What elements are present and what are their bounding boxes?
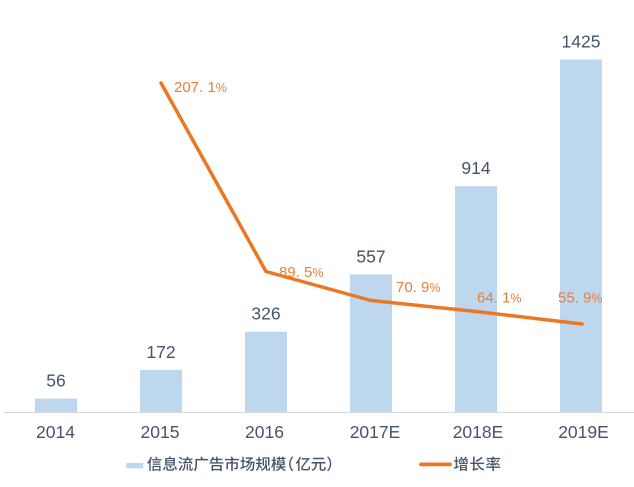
svg-text:2016: 2016: [245, 422, 284, 442]
svg-text:70. 9%: 70. 9%: [396, 279, 441, 296]
svg-text:2018E: 2018E: [453, 422, 504, 442]
svg-text:2019E: 2019E: [558, 422, 609, 442]
svg-text:2014: 2014: [36, 422, 75, 442]
svg-text:326: 326: [251, 304, 280, 324]
svg-text:172: 172: [146, 342, 175, 362]
svg-text:2017E: 2017E: [350, 422, 401, 442]
svg-text:55. 9%: 55. 9%: [558, 289, 603, 306]
svg-text:557: 557: [356, 247, 385, 267]
svg-text:64. 1%: 64. 1%: [477, 289, 522, 306]
svg-text:89. 5%: 89. 5%: [279, 264, 324, 281]
svg-text:1425: 1425: [562, 32, 601, 52]
svg-text:2015: 2015: [141, 422, 180, 442]
svg-text:207. 1%: 207. 1%: [174, 79, 227, 96]
svg-text:914: 914: [461, 158, 490, 178]
svg-text:56: 56: [46, 371, 65, 391]
